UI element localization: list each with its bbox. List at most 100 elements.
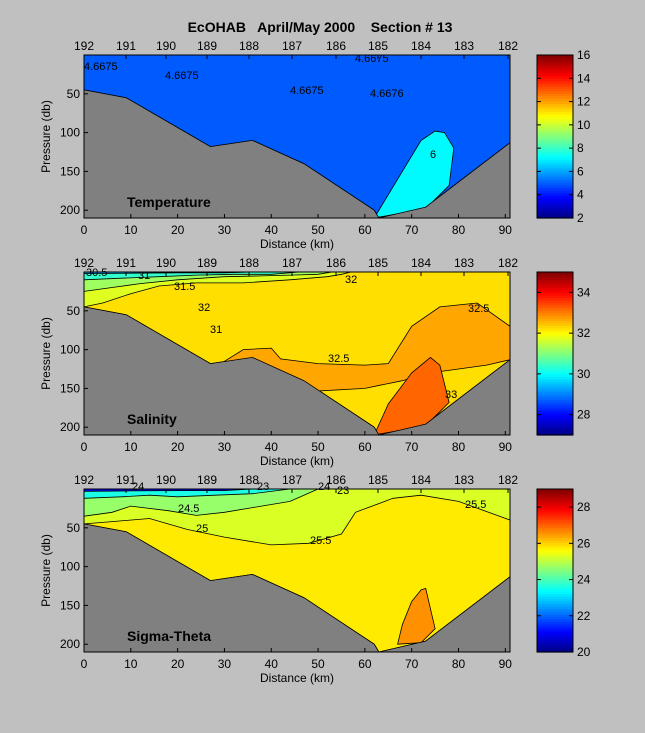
colorbar-cell [537,149,573,153]
colorbar-cell [537,67,573,71]
colorbar-cell [537,139,573,143]
colorbar-cell [537,603,573,607]
x-axis-label: Distance (km) [260,454,334,468]
colorbar-cell [537,491,573,495]
colorbar-cell [537,585,573,589]
colorbar-cell [537,72,573,76]
colorbar-cell [537,350,573,355]
colorbar-cell [537,116,573,120]
colorbar-cell [537,417,573,421]
colorbar-tick-label: 6 [577,164,584,178]
colorbar-cell [537,294,573,299]
colorbar-cell [537,297,573,301]
colorbar-cell [537,489,573,493]
colorbar-cell [537,519,573,523]
colorbar-cell [537,532,573,536]
station-label: 182 [498,256,518,270]
x-tick-label: 60 [358,657,372,671]
figure-title: EcOHAB April/May 2000 Section # 13 [188,19,453,35]
x-tick-label: 30 [218,657,232,671]
x-tick-label: 0 [81,657,88,671]
colorbar-cell [537,100,573,104]
x-tick-label: 30 [218,223,232,237]
x-tick-label: 0 [81,440,88,454]
colorbar-cell [537,499,573,503]
colorbar-cell [537,279,573,283]
colorbar-cell [537,343,573,347]
station-label: 192 [74,473,94,487]
x-tick-label: 50 [311,657,325,671]
colorbar-cell [537,105,573,110]
colorbar-cell [537,340,573,344]
colorbar-cell [537,85,573,89]
station-label: 182 [498,473,518,487]
axes-frame [83,54,511,219]
colorbar-cell [537,289,573,293]
colorbar-cell [537,348,573,352]
colorbar-cell [537,368,573,372]
colorbar-cell [537,429,573,434]
colorbar-cell [537,136,573,140]
station-label: 191 [116,473,136,487]
colorbar-cell [537,381,573,385]
colorbar-cell [537,496,573,500]
colorbar-cell [537,522,573,526]
x-tick-label: 70 [405,440,419,454]
station-label: 187 [282,473,302,487]
contour-label: 25.5 [465,499,486,511]
contour-label: 4.6675 [355,53,389,65]
colorbar-cell [537,284,573,288]
colorbar-cell [537,639,573,643]
x-tick-label: 30 [218,440,232,454]
colorbar-cell [537,623,573,628]
colorbar-cell [537,501,573,505]
y-tick-label: 50 [67,87,81,101]
contour-label: 32.5 [468,303,489,315]
colorbar-cell [537,649,573,653]
colorbar-cell [537,644,573,648]
colorbar-cell [537,108,573,112]
station-label: 191 [116,39,136,53]
colorbar-cell [537,333,573,337]
x-tick-label: 20 [171,440,185,454]
colorbar-cell [537,187,573,191]
station-label: 184 [411,473,431,487]
colorbar-cell [537,212,573,217]
station-label: 186 [326,473,346,487]
colorbar-cell [537,570,573,574]
colorbar-cell [537,578,573,582]
colorbar-cell [537,547,573,551]
colorbar-cell [537,128,573,133]
colorbar-cell [537,60,573,64]
colorbar-frame [536,488,574,653]
colorbar-cell [537,598,573,602]
contour-label: 23 [337,485,349,497]
y-tick-label: 150 [60,164,80,178]
x-tick-label: 60 [358,223,372,237]
colorbar-cell [537,151,573,155]
y-tick-label: 150 [60,598,80,612]
colorbar-cell [537,177,573,181]
panel-sigma-theta: 0 10 20 30 40 50 60 70 80 90 192 191 190 189 188 187 186… [39,473,591,685]
colorbar-cell [537,391,573,395]
x-tick-label: 40 [265,657,279,671]
colorbar-cell [537,573,573,577]
colorbar-tick-label: 4 [577,188,584,202]
colorbar-cell [537,353,573,357]
station-label: 191 [116,256,136,270]
colorbar-cell [537,534,573,538]
colorbar-cell [537,118,573,122]
x-tick-label: 80 [452,223,466,237]
colorbar-cell [537,409,573,413]
x-tick-label: 80 [452,657,466,671]
x-tick-label: 50 [311,440,325,454]
colorbar-cell [537,88,573,92]
colorbar-cell [537,57,573,61]
colorbar-frame [536,54,574,219]
colorbar-cell [537,565,573,569]
colorbar-cell [537,126,573,130]
colorbar-cell [537,562,573,567]
colorbar-tick-label: 14 [577,71,591,85]
x-tick-label: 80 [452,440,466,454]
colorbar-cell [537,95,573,99]
